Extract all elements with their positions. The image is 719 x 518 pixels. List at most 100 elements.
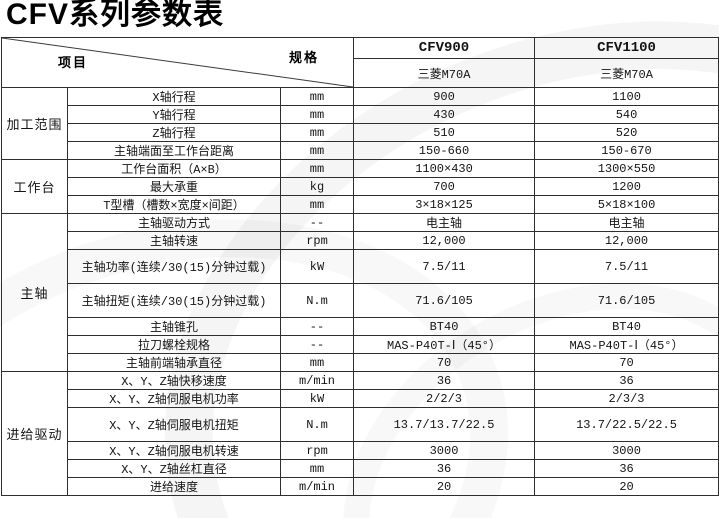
param-cell: T型槽（槽数×宽度×间距） [67,195,281,214]
value-cell-cfv900: MAS-P40T-Ⅰ（45°） [353,335,536,354]
value-cell-cfv900: 12,000 [353,231,536,250]
param-cell: 主轴前端轴承直径 [67,353,281,372]
value-cell-cfv900: 71.6/105 [353,283,536,318]
unit-cell: m/min [279,371,355,390]
param-cell: 主轴功率(连续/30(15)分钟过载) [67,249,281,284]
column-header-cfv1100: CFV1100 [534,37,719,59]
table-row: 拉刀螺栓规格 -- MAS-P40T-Ⅰ（45°） MAS-P40T-Ⅰ（45°… [2,335,719,354]
value-cell-cfv900: 2/2/3 [353,389,536,408]
table-row: 加工范围 X轴行程 mm 900 1100 [1,87,719,160]
value-cell-cfv900: 36 [353,459,536,478]
value-cell-cfv900: 1100×430 [353,159,536,178]
unit-cell: -- [279,335,355,354]
table-row: 主轴扭矩(连续/30(15)分钟过载) N.m 71.6/105 71.6/10… [2,283,719,318]
param-cell: Z轴行程 [67,123,281,142]
param-cell: 主轴扭矩(连续/30(15)分钟过载) [67,283,281,318]
table-row: T型槽（槽数×宽度×间距） mm 3×18×125 5×18×100 [2,195,719,214]
value-cell-cfv900: 20 [353,477,536,496]
value-cell-cfv1100: 1200 [534,177,719,196]
param-cell: 主轴转速 [67,231,281,250]
unit-cell: mm [279,459,355,478]
table-row: 进给速度 m/min 20 20 [2,477,719,496]
table-row: 主轴 主轴驱动方式 -- 电主轴 电主轴 [1,213,719,372]
diagonal-header-cell: 项目 规格 [0,37,355,88]
table-row: Z轴行程 mm 510 520 [2,123,719,142]
value-cell-cfv900: 430 [353,105,536,124]
value-cell-cfv900: 700 [353,177,536,196]
param-cell: 主轴锥孔 [67,317,281,336]
unit-cell: rpm [279,441,355,460]
value-cell-cfv1100: 5×18×100 [534,195,719,214]
unit-cell: mm [279,87,355,106]
header-row-controllers: 三菱M70A 三菱M70A [2,58,719,88]
value-cell-cfv900: 900 [353,87,536,106]
param-cell: Y轴行程 [67,105,281,124]
unit-cell: m/min [279,477,355,496]
table-row: X、Y、Z轴伺服电机功率 kW 2/2/3 2/3/3 [2,389,719,408]
unit-cell: rpm [279,231,355,250]
table-row: 主轴端面至工作台距离 mm 150-660 150-670 [2,141,719,160]
unit-cell: mm [279,195,355,214]
param-cell: X、Y、Z轴伺服电机转速 [67,441,281,460]
controller-cfv900: 三菱M70A [353,58,536,88]
value-cell-cfv1100: 150-670 [534,141,719,160]
value-cell-cfv900: 13.7/13.7/22.5 [353,407,536,442]
table-row: 主轴锥孔 -- BT40 BT40 [2,317,719,336]
param-cell: X、Y、Z轴快移速度 [67,371,281,390]
param-cell: X、Y、Z轴丝杠直径 [67,459,281,478]
param-cell: 工作台面积（A×B） [67,159,281,178]
table-row: 主轴功率(连续/30(15)分钟过载) kW 7.5/11 7.5/11 [2,249,719,284]
table-row: Y轴行程 mm 430 540 [2,105,719,124]
controller-cfv1100: 三菱M70A [534,58,719,88]
value-cell-cfv900: 7.5/11 [353,249,536,284]
unit-cell: mm [279,353,355,372]
unit-cell: kg [279,177,355,196]
value-cell-cfv1100: 1300×550 [534,159,719,178]
column-header-cfv900: CFV900 [353,37,536,59]
param-cell: 最大承重 [67,177,281,196]
value-cell-cfv1100: 520 [534,123,719,142]
param-cell: 拉刀螺栓规格 [67,335,281,354]
value-cell-cfv1100: 70 [534,353,719,372]
value-cell-cfv900: 150-660 [353,141,536,160]
value-cell-cfv1100: 2/3/3 [534,389,719,408]
value-cell-cfv1100: 3000 [534,441,719,460]
unit-cell: -- [279,213,355,232]
value-cell-cfv900: 3000 [353,441,536,460]
table-row: 主轴前端轴承直径 mm 70 70 [2,353,719,372]
unit-cell: kW [279,389,355,408]
value-cell-cfv900: 3×18×125 [353,195,536,214]
param-cell: X、Y、Z轴伺服电机扭矩 [67,407,281,442]
table-row: 最大承重 kg 700 1200 [2,177,719,196]
param-cell: 主轴驱动方式 [67,213,281,232]
value-cell-cfv1100: 1100 [534,87,719,106]
table-row: X、Y、Z轴伺服电机转速 rpm 3000 3000 [2,441,719,460]
value-cell-cfv1100: 36 [534,459,719,478]
value-cell-cfv900: 510 [353,123,536,142]
spec-table: 项目 规格 CFV900 CFV1100 三菱M70A 三菱M70A 加工范围 … [0,37,719,496]
table-row: X、Y、Z轴丝杠直径 mm 36 36 [2,459,719,478]
value-cell-cfv1100: 540 [534,105,719,124]
value-cell-cfv900: 36 [353,371,536,390]
header-row-models: 项目 规格 CFV900 CFV1100 [0,37,719,88]
unit-cell: N.m [279,407,355,442]
value-cell-cfv900: BT40 [353,317,536,336]
value-cell-cfv1100: 12,000 [534,231,719,250]
unit-cell: mm [279,141,355,160]
param-cell: X轴行程 [67,87,281,106]
group-cell-spindle: 主轴 [1,213,68,372]
value-cell-cfv1100: BT40 [534,317,719,336]
param-cell: 主轴端面至工作台距离 [67,141,281,160]
diagonal-line [2,38,353,87]
value-cell-cfv1100: 20 [534,477,719,496]
value-cell-cfv900: 电主轴 [353,213,536,232]
spec-header-label: 规格 [289,51,320,66]
item-header-label: 项目 [58,56,89,71]
table-row: 主轴转速 rpm 12,000 12,000 [2,231,719,250]
value-cell-cfv900: 70 [353,353,536,372]
unit-cell: mm [279,123,355,142]
unit-cell: mm [279,105,355,124]
page-title: CFV系列参数表 [6,0,224,31]
group-cell-feed-drive: 进给驱动 [1,371,68,496]
